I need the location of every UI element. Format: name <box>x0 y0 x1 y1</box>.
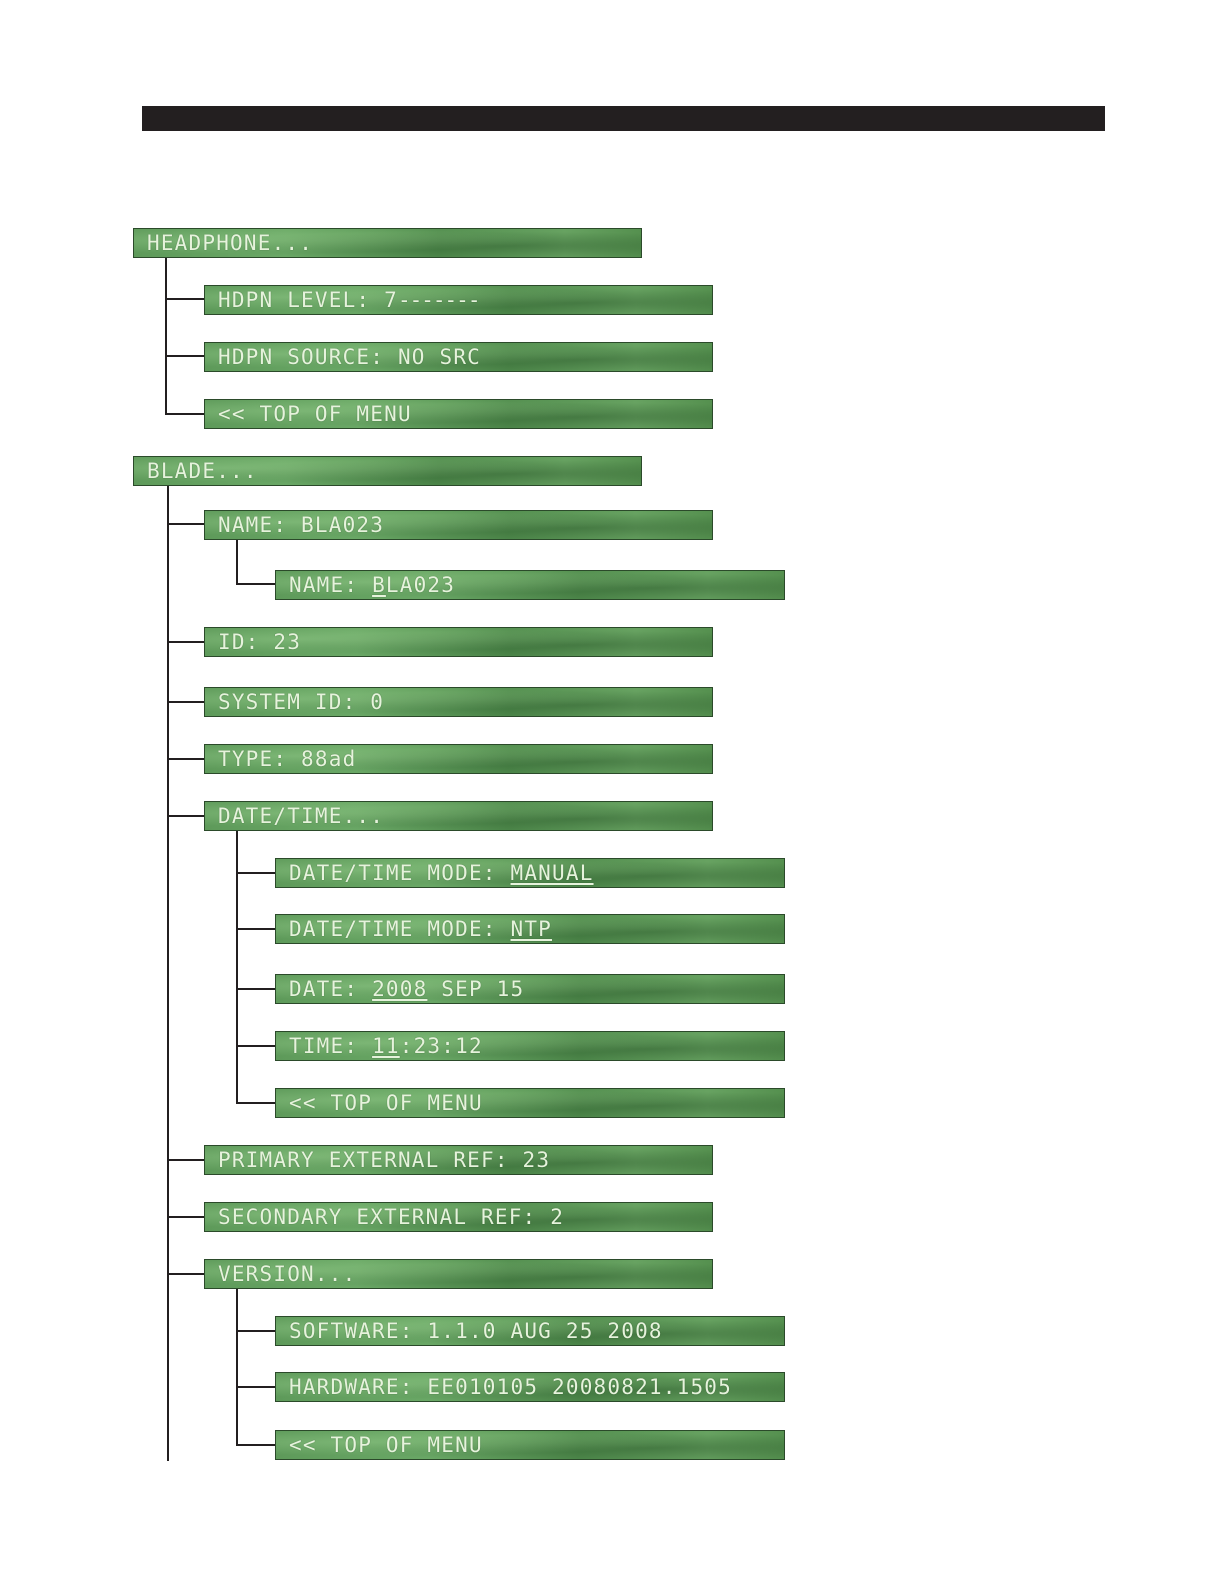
name-edit-cursor: B <box>372 573 386 597</box>
version-trunk-line <box>236 1288 238 1445</box>
top-of-menu-text: << TOP OF MENU <box>218 402 412 426</box>
headphone-branch-line <box>165 413 204 415</box>
software-version-display: SOFTWARE: 1.1.0 AUG 25 2008 <box>275 1316 785 1346</box>
system-id-text: SYSTEM ID: 0 <box>218 690 385 714</box>
datetime-mode-manual-display: DATE/TIME MODE: MANUAL <box>275 858 785 888</box>
time-label: TIME: <box>289 1034 373 1058</box>
headphone-menu-display: HEADPHONE... <box>133 228 642 258</box>
time-hour: 11 <box>372 1034 400 1058</box>
hardware-version-text: HARDWARE: EE010105 20080821.1505 <box>289 1375 732 1399</box>
datetime-title: DATE/TIME... <box>218 804 385 828</box>
datetime-branch-line <box>236 1045 275 1047</box>
blade-branch-line <box>167 758 204 760</box>
time-display: TIME: 11:23:12 <box>275 1031 785 1061</box>
datetime-mode-ntp-display: DATE/TIME MODE: NTP <box>275 914 785 944</box>
blade-type-text: TYPE: 88ad <box>218 747 357 771</box>
datetime-mode-label: DATE/TIME MODE: <box>289 861 511 885</box>
blade-id-text: ID: 23 <box>218 630 302 654</box>
blade-name-display: NAME: BLA023 <box>204 510 713 540</box>
headphone-branch-line <box>165 355 204 357</box>
name-sub-branch-line <box>236 583 275 585</box>
blade-menu-display: BLADE... <box>133 456 642 486</box>
name-edit-label: NAME: <box>289 573 373 597</box>
header-bar <box>142 106 1105 131</box>
blade-branch-line <box>167 701 204 703</box>
secondary-ref-display: SECONDARY EXTERNAL REF: 2 <box>204 1202 713 1232</box>
date-label: DATE: <box>289 977 373 1001</box>
datetime-branch-line <box>236 1102 275 1104</box>
name-sub-line <box>236 538 238 585</box>
headphone-trunk-line <box>165 256 167 415</box>
time-rest: :23:12 <box>399 1034 483 1058</box>
name-edit-rest: LA023 <box>385 573 456 597</box>
blade-branch-line <box>167 641 204 643</box>
blade-id-display: ID: 23 <box>204 627 713 657</box>
hardware-version-display: HARDWARE: EE010105 20080821.1505 <box>275 1372 785 1402</box>
datetime-branch-line <box>236 988 275 990</box>
software-version-text: SOFTWARE: 1.1.0 AUG 25 2008 <box>289 1319 663 1343</box>
datetime-trunk-line <box>236 829 238 1103</box>
blade-branch-line <box>167 1273 204 1275</box>
version-menu-display: VERSION... <box>204 1259 713 1289</box>
primary-ref-text: PRIMARY EXTERNAL REF: 23 <box>218 1148 551 1172</box>
blade-name-text: NAME: BLA023 <box>218 513 385 537</box>
blade-name-edit-display: NAME: B LA023 <box>275 570 785 600</box>
hdpn-source-text: HDPN SOURCE: NO SRC <box>218 345 482 369</box>
version-branch-line <box>236 1330 275 1332</box>
version-branch-line <box>236 1386 275 1388</box>
hdpn-source-display: HDPN SOURCE: NO SRC <box>204 342 713 372</box>
datetime-menu-display: DATE/TIME... <box>204 801 713 831</box>
top-of-menu-text: << TOP OF MENU <box>289 1433 483 1457</box>
primary-ref-display: PRIMARY EXTERNAL REF: 23 <box>204 1145 713 1175</box>
blade-trunk-line <box>167 484 169 1461</box>
blade-branch-line <box>167 1159 204 1161</box>
version-branch-line <box>236 1444 275 1446</box>
blade-type-display: TYPE: 88ad <box>204 744 713 774</box>
system-id-display: SYSTEM ID: 0 <box>204 687 713 717</box>
headphone-title: HEADPHONE... <box>147 231 314 255</box>
datetime-branch-line <box>236 872 275 874</box>
headphone-branch-line <box>165 298 204 300</box>
hdpn-level-bar: ------- <box>397 288 481 312</box>
version-top-of-menu-display: << TOP OF MENU <box>275 1430 785 1460</box>
version-title: VERSION... <box>218 1262 357 1286</box>
blade-branch-line <box>167 523 204 525</box>
hdpn-level-display: HDPN LEVEL: 7 ------- <box>204 285 713 315</box>
top-of-menu-text: << TOP OF MENU <box>289 1091 483 1115</box>
date-rest: SEP 15 <box>427 977 525 1001</box>
date-display: DATE: 2008 SEP 15 <box>275 974 785 1004</box>
hdpn-level-label: HDPN LEVEL: <box>218 288 385 312</box>
hdpn-level-value: 7 <box>384 288 398 312</box>
datetime-mode-label: DATE/TIME MODE: <box>289 917 511 941</box>
blade-title: BLADE... <box>147 459 258 483</box>
datetime-mode-manual-value: MANUAL <box>510 861 594 885</box>
headphone-top-of-menu-display: << TOP OF MENU <box>204 399 713 429</box>
blade-branch-line <box>167 1216 204 1218</box>
secondary-ref-text: SECONDARY EXTERNAL REF: 2 <box>218 1205 565 1229</box>
datetime-branch-line <box>236 928 275 930</box>
blade-branch-line <box>167 815 204 817</box>
datetime-top-of-menu-display: << TOP OF MENU <box>275 1088 785 1118</box>
date-year: 2008 <box>372 977 428 1001</box>
datetime-mode-ntp-value: NTP <box>510 917 553 941</box>
